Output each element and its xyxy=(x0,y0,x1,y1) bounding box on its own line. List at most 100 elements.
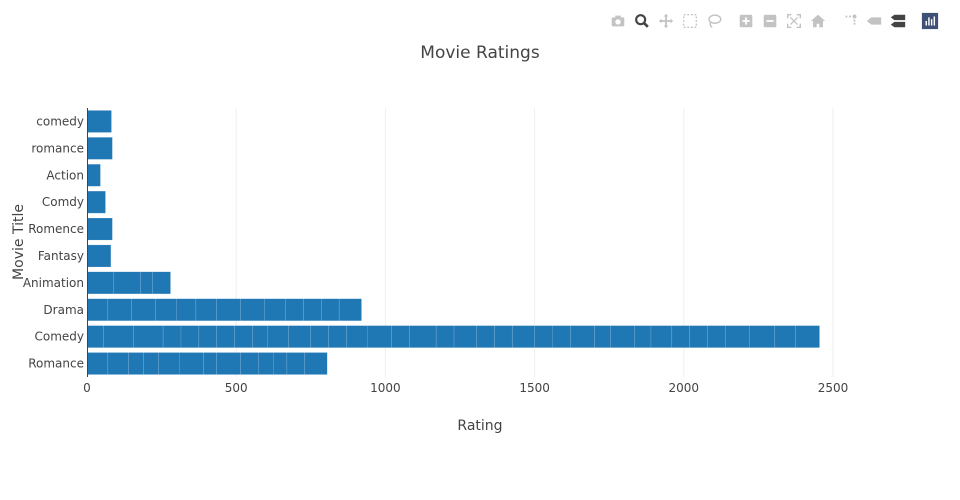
hover-compare-icon xyxy=(890,14,906,28)
bar-segment[interactable] xyxy=(203,352,218,375)
bar-segment[interactable] xyxy=(240,352,259,375)
bar-segment[interactable] xyxy=(258,352,274,375)
bar-segment[interactable] xyxy=(86,137,113,160)
plotly-logo-button[interactable] xyxy=(918,10,942,32)
bar-segment[interactable] xyxy=(303,298,322,322)
bar-segment[interactable] xyxy=(476,325,495,348)
bar-segment[interactable] xyxy=(240,298,265,322)
bar-segment[interactable] xyxy=(216,298,241,322)
bar-segment[interactable] xyxy=(86,298,109,322)
bar-segment[interactable] xyxy=(320,298,340,322)
bar-romence xyxy=(86,217,113,241)
bar-segment[interactable] xyxy=(346,325,368,348)
bar-segment[interactable] xyxy=(286,352,306,375)
bar-segment[interactable] xyxy=(285,298,304,322)
reset-axes-button[interactable] xyxy=(806,10,830,32)
bar-segment[interactable] xyxy=(453,325,477,348)
autoscale-button[interactable] xyxy=(782,10,806,32)
bar-segment[interactable] xyxy=(338,298,362,322)
bar-segment[interactable] xyxy=(133,325,164,348)
zoom-out-button[interactable] xyxy=(758,10,782,32)
x-axis-ticks: 0 500 1000 1500 2000 2500 xyxy=(83,381,848,395)
bar-segment[interactable] xyxy=(594,325,611,348)
bar-segment[interactable] xyxy=(328,325,347,348)
lasso-select-icon xyxy=(708,14,722,28)
bar-segment[interactable] xyxy=(391,325,410,348)
box-select-icon xyxy=(683,14,697,28)
bar-segment[interactable] xyxy=(795,325,820,348)
bar-segment[interactable] xyxy=(216,352,241,375)
box-select-button[interactable] xyxy=(678,10,702,32)
bar-segment[interactable] xyxy=(86,163,101,187)
bar-segment[interactable] xyxy=(707,325,726,348)
y-tick-label: Romance xyxy=(28,357,84,371)
x-tick-label: 500 xyxy=(225,381,248,395)
bar-segment[interactable] xyxy=(176,298,197,322)
bar-segment[interactable] xyxy=(143,352,159,375)
bar-segment[interactable] xyxy=(216,325,235,348)
y-axis-title: Movie Title xyxy=(11,204,27,280)
zoom-button[interactable] xyxy=(630,10,654,32)
bar-segment[interactable] xyxy=(511,325,535,348)
bar-segment[interactable] xyxy=(267,325,289,348)
bar-segment[interactable] xyxy=(86,217,113,241)
zoom-in-button[interactable] xyxy=(734,10,758,32)
bar-segment[interactable] xyxy=(103,325,134,348)
bar-segment[interactable] xyxy=(650,325,673,348)
bar-segment[interactable] xyxy=(310,325,329,348)
bar-segment[interactable] xyxy=(162,325,182,348)
bar-segment[interactable] xyxy=(570,325,595,348)
camera-icon xyxy=(611,15,625,27)
bar-segment[interactable] xyxy=(128,352,144,375)
bar-segment[interactable] xyxy=(367,325,392,348)
bar-segment[interactable] xyxy=(749,325,776,348)
bar-segment[interactable] xyxy=(131,298,156,322)
bar-segment[interactable] xyxy=(234,325,253,348)
bar-segment[interactable] xyxy=(113,271,141,295)
hover-closest-button[interactable] xyxy=(862,10,886,32)
bar-segment[interactable] xyxy=(435,325,455,348)
bar-segment[interactable] xyxy=(610,325,635,348)
lasso-select-button[interactable] xyxy=(702,10,726,32)
camera-button[interactable] xyxy=(606,10,630,32)
bar-segment[interactable] xyxy=(158,352,180,375)
bar-segment[interactable] xyxy=(552,325,571,348)
hover-compare-button[interactable] xyxy=(886,10,910,32)
bar-comdy xyxy=(86,190,106,214)
pan-button[interactable] xyxy=(654,10,678,32)
bar-segment[interactable] xyxy=(409,325,437,348)
bar-segment[interactable] xyxy=(140,271,153,295)
y-tick-label: Fantasy xyxy=(38,249,84,263)
bar-segment[interactable] xyxy=(152,271,171,295)
bar-segment[interactable] xyxy=(304,352,328,375)
bar-segment[interactable] xyxy=(107,298,133,322)
y-tick-label: romance xyxy=(31,141,84,155)
spike-lines-button[interactable] xyxy=(838,10,862,32)
bar-segment[interactable] xyxy=(689,325,708,348)
bar-segment[interactable] xyxy=(195,298,218,322)
bar-segment[interactable] xyxy=(107,352,130,375)
bar-segment[interactable] xyxy=(86,325,104,348)
bar-segment[interactable] xyxy=(180,325,200,348)
bar-segment[interactable] xyxy=(86,110,112,133)
bar-segment[interactable] xyxy=(774,325,796,348)
bar-segment[interactable] xyxy=(155,298,177,322)
bar-segment[interactable] xyxy=(179,352,204,375)
bar-segment[interactable] xyxy=(288,325,312,348)
bar-segment[interactable] xyxy=(86,244,112,268)
bar-segment[interactable] xyxy=(725,325,750,348)
zoom-in-icon xyxy=(739,14,753,28)
bar-segment[interactable] xyxy=(86,190,106,214)
bar-segment[interactable] xyxy=(534,325,553,348)
bar-segment[interactable] xyxy=(634,325,652,348)
bar-segment[interactable] xyxy=(86,271,115,295)
bar-segment[interactable] xyxy=(86,352,109,375)
x-tick-label: 0 xyxy=(83,381,91,395)
bar-segment[interactable] xyxy=(198,325,218,348)
bar-segment[interactable] xyxy=(264,298,286,322)
bar-segment[interactable] xyxy=(671,325,691,348)
bar-segment[interactable] xyxy=(252,325,268,348)
bar-segment[interactable] xyxy=(494,325,513,348)
bar-segment[interactable] xyxy=(273,352,288,375)
